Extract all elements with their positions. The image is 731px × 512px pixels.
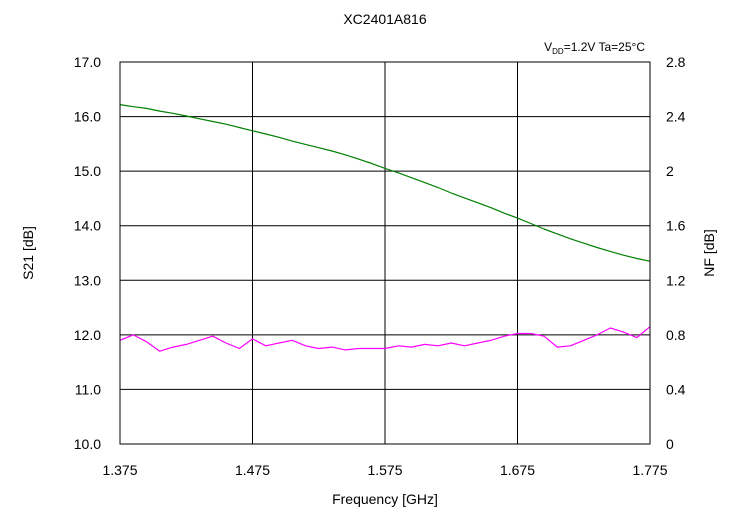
left-tick-label: 15.0 — [74, 163, 101, 179]
left-tick-label: 17.0 — [74, 54, 101, 70]
right-axis-ticks: 2.8 2.4 2 1.6 1.2 0.8 0.4 0 — [666, 54, 686, 452]
right-axis-label: NF [dB] — [701, 229, 717, 276]
left-tick-label: 13.0 — [74, 272, 101, 288]
plot-area — [119, 61, 651, 445]
x-tick-label: 1.675 — [500, 462, 535, 478]
conditions-annotation: VDD=1.2V Ta=25°C — [544, 40, 645, 56]
right-tick-label: 0.8 — [666, 327, 686, 343]
series-line-nf — [119, 326, 651, 352]
x-axis-label: Frequency [GHz] — [332, 491, 438, 507]
chart-title: XC2401A816 — [343, 11, 427, 27]
grid — [120, 62, 650, 444]
x-tick-label: 1.475 — [235, 462, 270, 478]
x-tick-label: 1.775 — [632, 462, 667, 478]
series-line-s21 — [119, 104, 651, 262]
right-tick-label: 2.8 — [666, 54, 686, 70]
x-axis-ticks: 1.375 1.475 1.575 1.675 1.775 — [102, 462, 667, 478]
left-tick-label: 11.0 — [75, 381, 101, 397]
left-tick-label: 14.0 — [74, 218, 101, 234]
right-tick-label: 2 — [666, 163, 674, 179]
x-tick-label: 1.575 — [367, 462, 402, 478]
series-lines — [119, 104, 651, 352]
right-tick-label: 0.4 — [666, 381, 686, 397]
x-tick-label: 1.375 — [102, 462, 137, 478]
right-tick-label: 0 — [666, 436, 674, 452]
left-tick-label: 16.0 — [74, 109, 101, 125]
right-tick-label: 1.6 — [666, 218, 686, 234]
left-axis-ticks: 17.0 16.0 15.0 14.0 13.0 12.0 11.0 10.0 — [74, 54, 101, 452]
left-axis-label: S21 [dB] — [20, 226, 36, 280]
right-tick-label: 1.2 — [666, 272, 686, 288]
right-tick-label: 2.4 — [666, 109, 686, 125]
left-tick-label: 12.0 — [74, 327, 101, 343]
left-tick-label: 10.0 — [74, 436, 101, 452]
